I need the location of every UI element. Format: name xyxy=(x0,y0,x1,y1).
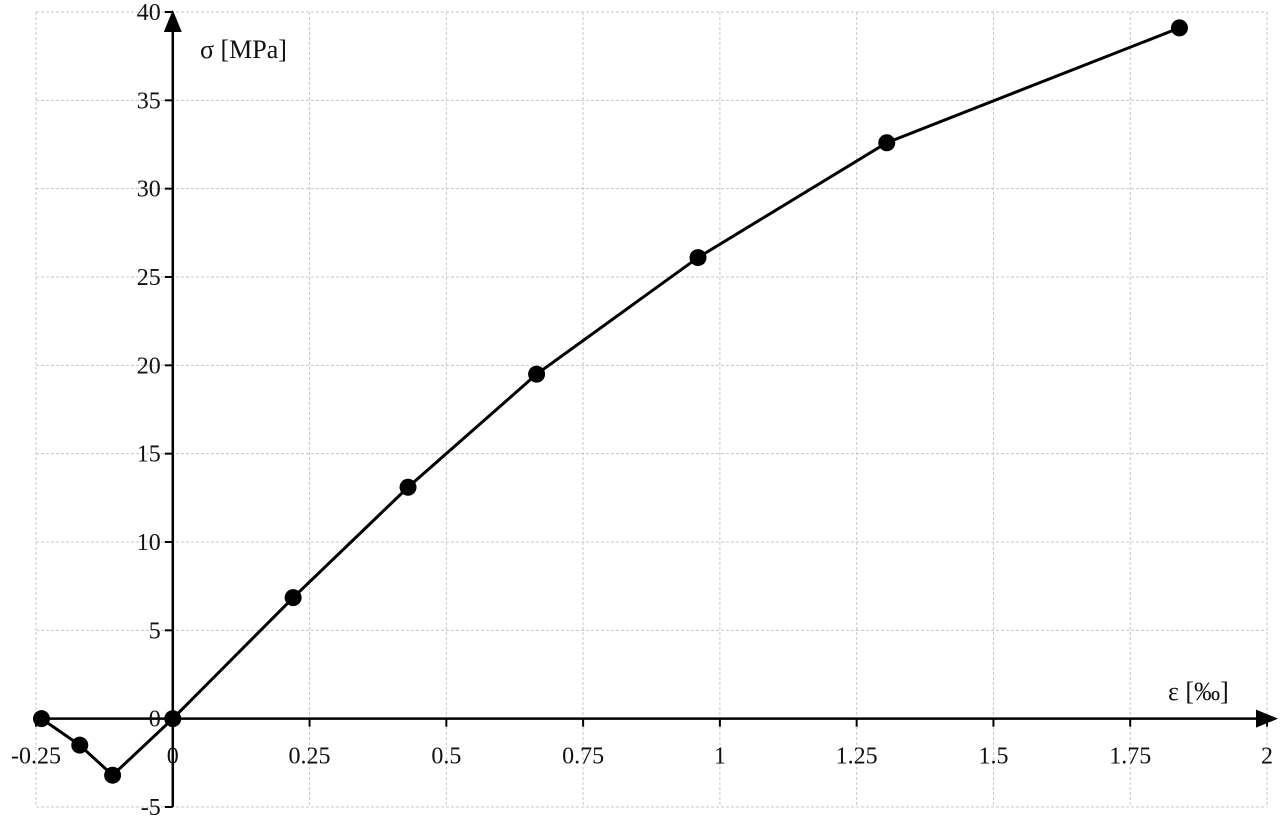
y-axis-arrow-icon xyxy=(163,10,182,32)
grid xyxy=(35,11,1268,808)
series-line xyxy=(40,26,1181,778)
data-point xyxy=(71,736,89,754)
x-tick-label: 1.25 xyxy=(836,744,878,770)
data-point xyxy=(1170,19,1188,37)
data-point xyxy=(528,365,546,383)
y-tick-label: 10 xyxy=(137,530,161,556)
y-axis-label: σ [MPa] xyxy=(200,35,287,64)
y-tick-label: 30 xyxy=(137,177,161,203)
y-tick-label: -5 xyxy=(141,795,161,819)
x-tick-label: 0.5 xyxy=(431,744,461,770)
data-point xyxy=(689,249,707,267)
x-axis-label: ε [‰] xyxy=(1168,677,1229,706)
x-tick-label: 0.25 xyxy=(289,744,331,770)
y-tick-label: 40 xyxy=(137,0,161,26)
x-tick-label: 2 xyxy=(1261,744,1273,770)
y-tick-label: 0 xyxy=(149,707,161,733)
x-tick-label: 1.5 xyxy=(978,744,1008,770)
x-tick-label: 0.75 xyxy=(562,744,604,770)
axes xyxy=(35,10,1278,808)
y-tick-label: 20 xyxy=(137,353,161,379)
data-point xyxy=(284,589,302,607)
tick-labels: -0.25 0 0.25 0.5 0.75 1 1.25 1.5 1.75 2 -5 0 5 10 15 20… xyxy=(11,0,1273,819)
data-point xyxy=(878,134,896,152)
x-tick-label: 0 xyxy=(167,744,179,770)
data-point xyxy=(104,766,122,784)
x-tick-label: 1 xyxy=(714,744,726,770)
data-point xyxy=(164,710,182,728)
y-tick-label: 15 xyxy=(137,442,161,468)
y-tick-label: 25 xyxy=(137,265,161,291)
x-tick-label: 1.75 xyxy=(1109,744,1151,770)
series xyxy=(32,19,1188,784)
y-tick-label: 5 xyxy=(149,618,161,644)
x-tick-label: -0.25 xyxy=(11,744,61,770)
data-point xyxy=(399,478,417,496)
y-tick-label: 35 xyxy=(137,88,161,114)
data-point xyxy=(32,710,50,728)
